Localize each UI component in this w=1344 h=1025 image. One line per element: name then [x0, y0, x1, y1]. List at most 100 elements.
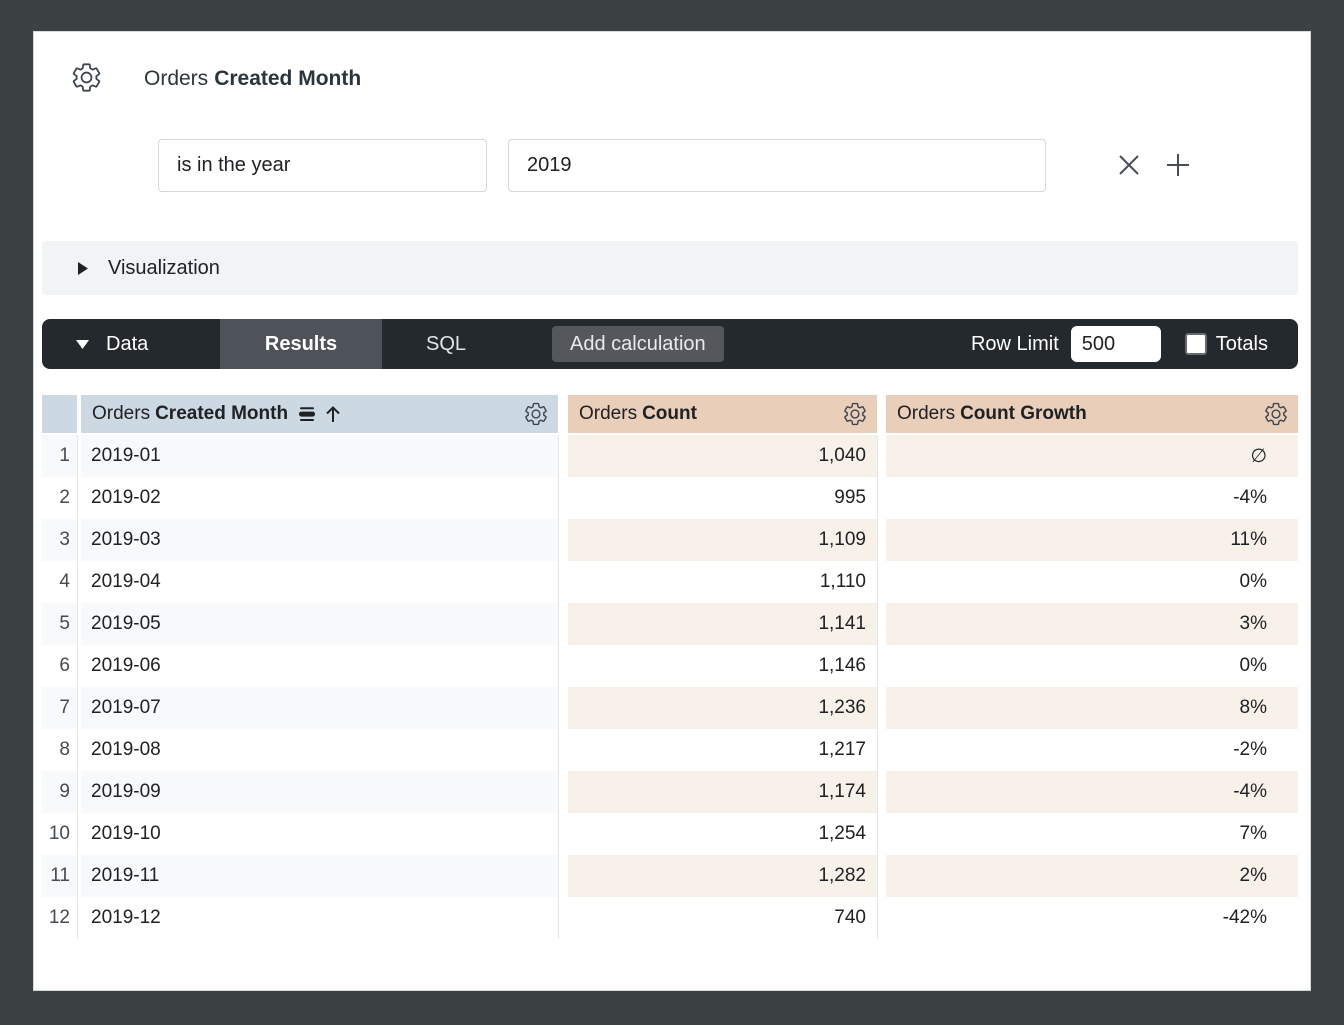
- cell-orders-count[interactable]: 1,109: [568, 519, 877, 561]
- column-header-count-growth[interactable]: Orders Count Growth: [886, 395, 1298, 435]
- cell-orders-count[interactable]: 1,141: [568, 603, 877, 645]
- cell-created-month[interactable]: 2019-02: [81, 477, 558, 519]
- column-separator: [77, 729, 81, 771]
- table-row: 1 2019-01 1,040 ∅: [42, 435, 1298, 477]
- cell-created-month[interactable]: 2019-03: [81, 519, 558, 561]
- cell-orders-count-growth[interactable]: -4%: [886, 771, 1298, 813]
- row-limit-input[interactable]: [1070, 326, 1161, 362]
- column-separator: [558, 813, 568, 855]
- cell-orders-count-growth[interactable]: 2%: [886, 855, 1298, 897]
- cell-created-month[interactable]: 2019-04: [81, 561, 558, 603]
- cell-created-month[interactable]: 2019-11: [81, 855, 558, 897]
- column-separator: [558, 771, 568, 813]
- row-number: 8: [42, 729, 77, 771]
- results-table-body: 1 2019-01 1,040 ∅ 2 2019-02 995 -4%: [42, 435, 1298, 939]
- column-header-view-label: Orders: [579, 403, 638, 424]
- row-number: 4: [42, 561, 77, 603]
- tab-sql-label: SQL: [425, 332, 467, 355]
- row-number: 5: [42, 603, 77, 645]
- results-table-header: Orders Created Month: [42, 395, 1298, 435]
- filter-value-input[interactable]: [508, 139, 1046, 192]
- page-title-view: Orders: [144, 67, 209, 90]
- cell-created-month[interactable]: 2019-05: [81, 603, 558, 645]
- column-separator: [77, 645, 81, 687]
- cell-created-month[interactable]: 2019-10: [81, 813, 558, 855]
- cell-orders-count[interactable]: 995: [568, 477, 877, 519]
- column-gear-icon[interactable]: [523, 401, 549, 427]
- field-settings-gear-icon[interactable]: [70, 61, 103, 94]
- column-separator: [77, 477, 81, 519]
- table-row: 11 2019-11 1,282 2%: [42, 855, 1298, 897]
- column-header-created-month[interactable]: Orders Created Month: [81, 395, 558, 435]
- column-separator: [558, 897, 568, 939]
- column-header-view-label: Orders: [92, 403, 151, 424]
- column-separator: [877, 435, 886, 477]
- cell-orders-count[interactable]: 1,217: [568, 729, 877, 771]
- cell-orders-count[interactable]: 1,174: [568, 771, 877, 813]
- page-title-field: Created Month: [214, 67, 362, 90]
- table-row: 8 2019-08 1,217 -2%: [42, 729, 1298, 771]
- column-separator: [877, 897, 886, 939]
- cell-orders-count-growth[interactable]: -2%: [886, 729, 1298, 771]
- cell-orders-count-growth[interactable]: -4%: [886, 477, 1298, 519]
- cell-created-month[interactable]: 2019-08: [81, 729, 558, 771]
- cell-created-month[interactable]: 2019-06: [81, 645, 558, 687]
- data-section-label: Data: [106, 332, 149, 355]
- table-row: 10 2019-10 1,254 7%: [42, 813, 1298, 855]
- row-limit-label: Row Limit: [970, 332, 1059, 355]
- collapse-down-caret-icon: [76, 339, 89, 349]
- column-separator: [558, 603, 568, 645]
- sorted-field-icon: [299, 407, 316, 421]
- cell-orders-count[interactable]: 1,236: [568, 687, 877, 729]
- tab-sql[interactable]: SQL: [382, 319, 510, 369]
- cell-orders-count-growth[interactable]: -42%: [886, 897, 1298, 939]
- cell-orders-count-growth[interactable]: 7%: [886, 813, 1298, 855]
- tab-results[interactable]: Results: [220, 319, 382, 369]
- cell-orders-count[interactable]: 1,282: [568, 855, 877, 897]
- remove-filter-icon[interactable]: [1112, 148, 1146, 182]
- data-section-toggle[interactable]: Data: [42, 319, 220, 369]
- row-number: 1: [42, 435, 77, 477]
- column-separator: [77, 435, 81, 477]
- totals-checkbox[interactable]: [1184, 333, 1207, 355]
- cell-orders-count[interactable]: 1,254: [568, 813, 877, 855]
- column-separator: [77, 897, 81, 939]
- column-separator: [877, 561, 886, 603]
- table-row: 2 2019-02 995 -4%: [42, 477, 1298, 519]
- column-separator: [877, 687, 886, 729]
- cell-orders-count[interactable]: 1,040: [568, 435, 877, 477]
- column-separator: [77, 603, 81, 645]
- column-separator: [558, 687, 568, 729]
- row-number: 6: [42, 645, 77, 687]
- cell-orders-count[interactable]: 1,146: [568, 645, 877, 687]
- cell-created-month[interactable]: 2019-09: [81, 771, 558, 813]
- column-header-count[interactable]: Orders Count: [568, 395, 877, 435]
- row-number: 9: [42, 771, 77, 813]
- add-calculation-button[interactable]: Add calculation: [552, 326, 724, 362]
- column-gear-icon[interactable]: [1263, 401, 1289, 427]
- row-number: 7: [42, 687, 77, 729]
- column-gear-icon[interactable]: [842, 401, 868, 427]
- filter-condition-input[interactable]: [158, 139, 487, 192]
- column-header-field-label: Count: [642, 403, 697, 424]
- cell-created-month[interactable]: 2019-12: [81, 897, 558, 939]
- add-filter-icon[interactable]: [1161, 148, 1195, 182]
- cell-orders-count[interactable]: 740: [568, 897, 877, 939]
- cell-orders-count-growth[interactable]: 11%: [886, 519, 1298, 561]
- cell-created-month[interactable]: 2019-07: [81, 687, 558, 729]
- cell-orders-count[interactable]: 1,110: [568, 561, 877, 603]
- visualization-section-header[interactable]: Visualization: [42, 241, 1298, 295]
- column-separator: [877, 395, 886, 435]
- column-separator: [877, 477, 886, 519]
- cell-orders-count-growth[interactable]: ∅: [886, 435, 1298, 477]
- column-separator: [877, 603, 886, 645]
- table-row: 6 2019-06 1,146 0%: [42, 645, 1298, 687]
- cell-orders-count-growth[interactable]: 3%: [886, 603, 1298, 645]
- cell-created-month[interactable]: 2019-01: [81, 435, 558, 477]
- column-separator: [558, 855, 568, 897]
- cell-orders-count-growth[interactable]: 0%: [886, 561, 1298, 603]
- totals-label: Totals: [1215, 332, 1268, 355]
- cell-orders-count-growth[interactable]: 0%: [886, 645, 1298, 687]
- cell-orders-count-growth[interactable]: 8%: [886, 687, 1298, 729]
